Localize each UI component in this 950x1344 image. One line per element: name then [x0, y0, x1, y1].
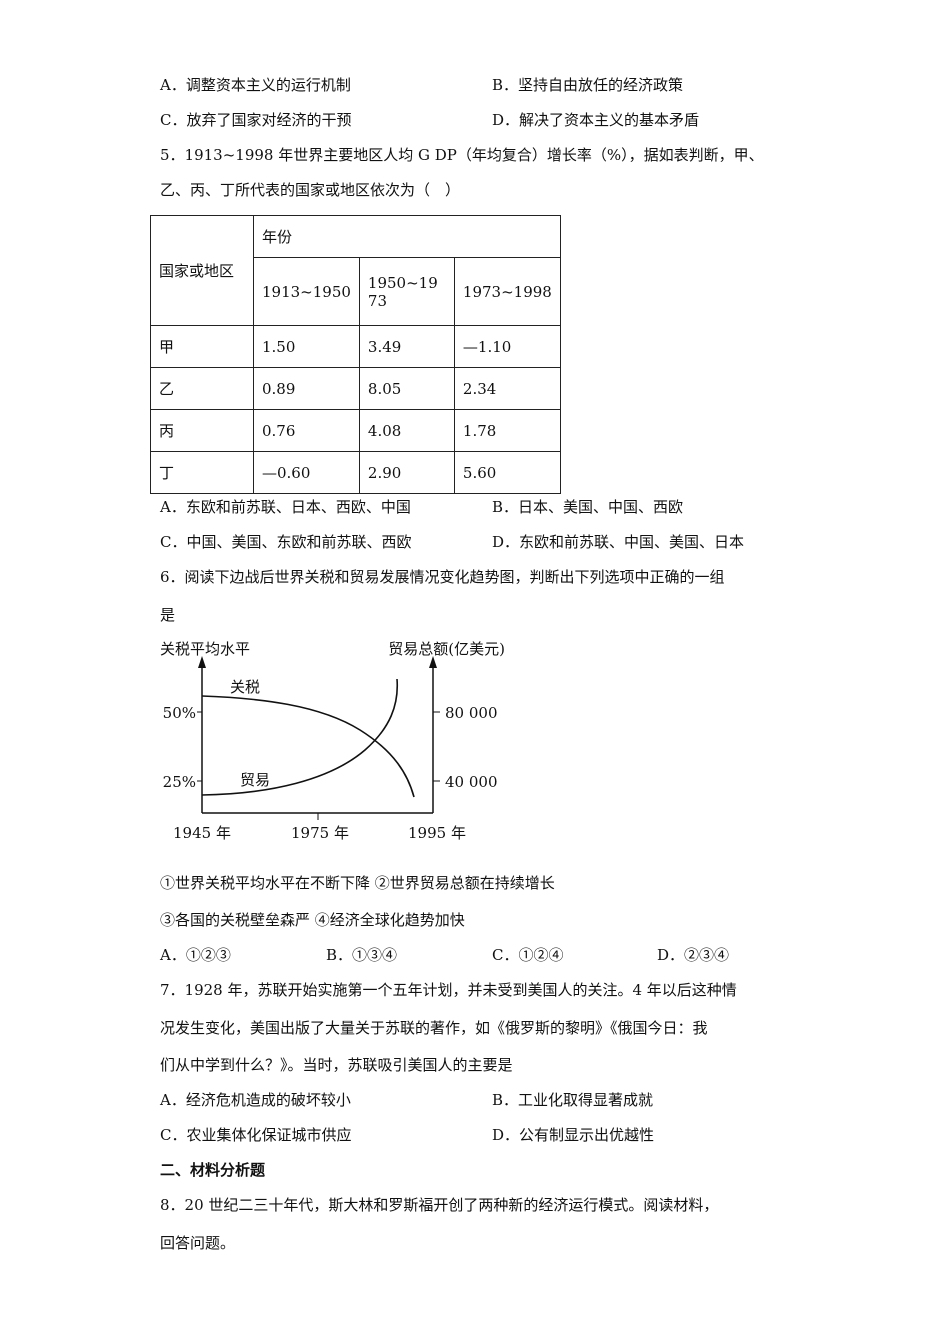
q6-option-b: B．①③④	[326, 946, 398, 964]
cell: 4.08	[358, 409, 455, 452]
q6-option-c: C．①②④	[492, 946, 564, 964]
right-axis-title: 贸易总额(亿美元)	[388, 640, 505, 658]
left-tick: 50%	[163, 704, 196, 722]
column-header: 1973~1998	[453, 257, 561, 326]
x-tick: 1945 年	[173, 824, 231, 842]
q4-option-b: B．坚持自由放任的经济政策	[492, 76, 684, 94]
tariff-curve	[201, 695, 415, 798]
trade-curve	[201, 678, 399, 796]
cell: 2.90	[358, 451, 455, 494]
cell: 2.34	[453, 367, 561, 410]
cell: 0.76	[253, 409, 360, 452]
q7-stem-cont: 们从中学到什么？》。当时，苏联吸引美国人的主要是	[160, 1056, 513, 1074]
section-title: 二、材料分析题	[160, 1161, 266, 1179]
cell: 5.60	[453, 451, 561, 494]
q6-stem-cont: 是	[160, 606, 176, 624]
right-tick: 80 000	[445, 704, 498, 722]
q5-stem-cont: 乙、丙、丁所代表的国家或地区依次为（ ）	[160, 181, 461, 199]
q5-option-c: C．中国、美国、东欧和前苏联、西欧	[160, 533, 412, 551]
cell: 1.50	[253, 325, 360, 368]
table-row: 丁 —0.60 2.90 5.60	[150, 451, 561, 494]
q7-option-d: D．公有制显示出优越性	[492, 1126, 655, 1144]
q7-option-a: A．经济危机造成的破坏较小	[160, 1091, 351, 1109]
q7-stem-cont: 况发生变化，美国出版了大量关于苏联的著作，如《俄罗斯的黎明》《俄国今日：我	[160, 1019, 708, 1037]
left-tick: 25%	[163, 773, 196, 791]
table-row: 甲 1.50 3.49 —1.10	[150, 325, 561, 368]
row-header: 国家或地区	[150, 215, 254, 326]
q6-stem: 6．阅读下边战后世界关税和贸易发展情况变化趋势图，判断出下列选项中正确的一组	[160, 568, 725, 586]
cell: 8.05	[358, 367, 455, 410]
cell: —0.60	[253, 451, 360, 494]
x-tick: 1995 年	[408, 824, 466, 842]
x-tick: 1975 年	[291, 824, 349, 842]
tariff-label: 关税	[230, 678, 260, 696]
table-row: 乙 0.89 8.05 2.34	[150, 367, 561, 410]
right-axis-arrow-icon	[429, 656, 437, 668]
q5-option-d: D．东欧和前苏联、中国、美国、日本	[492, 533, 745, 551]
q6-statements-cont: ③各国的关税壁垒森严 ④经济全球化趋势加快	[160, 911, 465, 929]
row-label: 甲	[150, 325, 254, 368]
q5-stem: 5．1913~1998 年世界主要地区人均 G DP（年均复合）增长率（%），据…	[160, 146, 764, 164]
q6-option-d: D．②③④	[657, 946, 730, 964]
q8-stem-cont: 回答问题。	[160, 1234, 236, 1252]
q5-option-b: B．日本、美国、中国、西欧	[492, 498, 684, 516]
group-header: 年份	[253, 215, 561, 258]
q5-option-a: A．东欧和前苏联、日本、西欧、中国	[160, 498, 411, 516]
table-row: 丙 0.76 4.08 1.78	[150, 409, 561, 452]
q7-stem: 7．1928 年，苏联开始实施第一个五年计划，并未受到美国人的关注。4 年以后这…	[160, 981, 737, 999]
trade-label: 贸易	[240, 771, 270, 789]
row-label: 乙	[150, 367, 254, 410]
q7-option-b: B．工业化取得显著成就	[492, 1091, 654, 1109]
q6-option-a: A．①②③	[160, 946, 231, 964]
q4-option-c: C．放弃了国家对经济的干预	[160, 111, 352, 129]
left-axis-title: 关税平均水平	[160, 640, 250, 658]
q4-option-a: A．调整资本主义的运行机制	[160, 76, 351, 94]
q4-option-d: D．解决了资本主义的基本矛盾	[492, 111, 700, 129]
row-label: 丁	[150, 451, 254, 494]
q7-option-c: C．农业集体化保证城市供应	[160, 1126, 352, 1144]
q6-statements: ①世界关税平均水平在不断下降 ②世界贸易总额在持续增长	[160, 874, 555, 892]
left-axis-arrow-icon	[198, 656, 206, 668]
q8-stem: 8．20 世纪二三十年代，斯大林和罗斯福开创了两种新的经济运行模式。阅读材料，	[160, 1196, 719, 1214]
cell: 3.49	[358, 325, 455, 368]
gdp-growth-table: 国家或地区 年份 1913~1950 1950~1973 1973~1998 甲…	[150, 215, 561, 494]
right-tick: 40 000	[445, 773, 498, 791]
